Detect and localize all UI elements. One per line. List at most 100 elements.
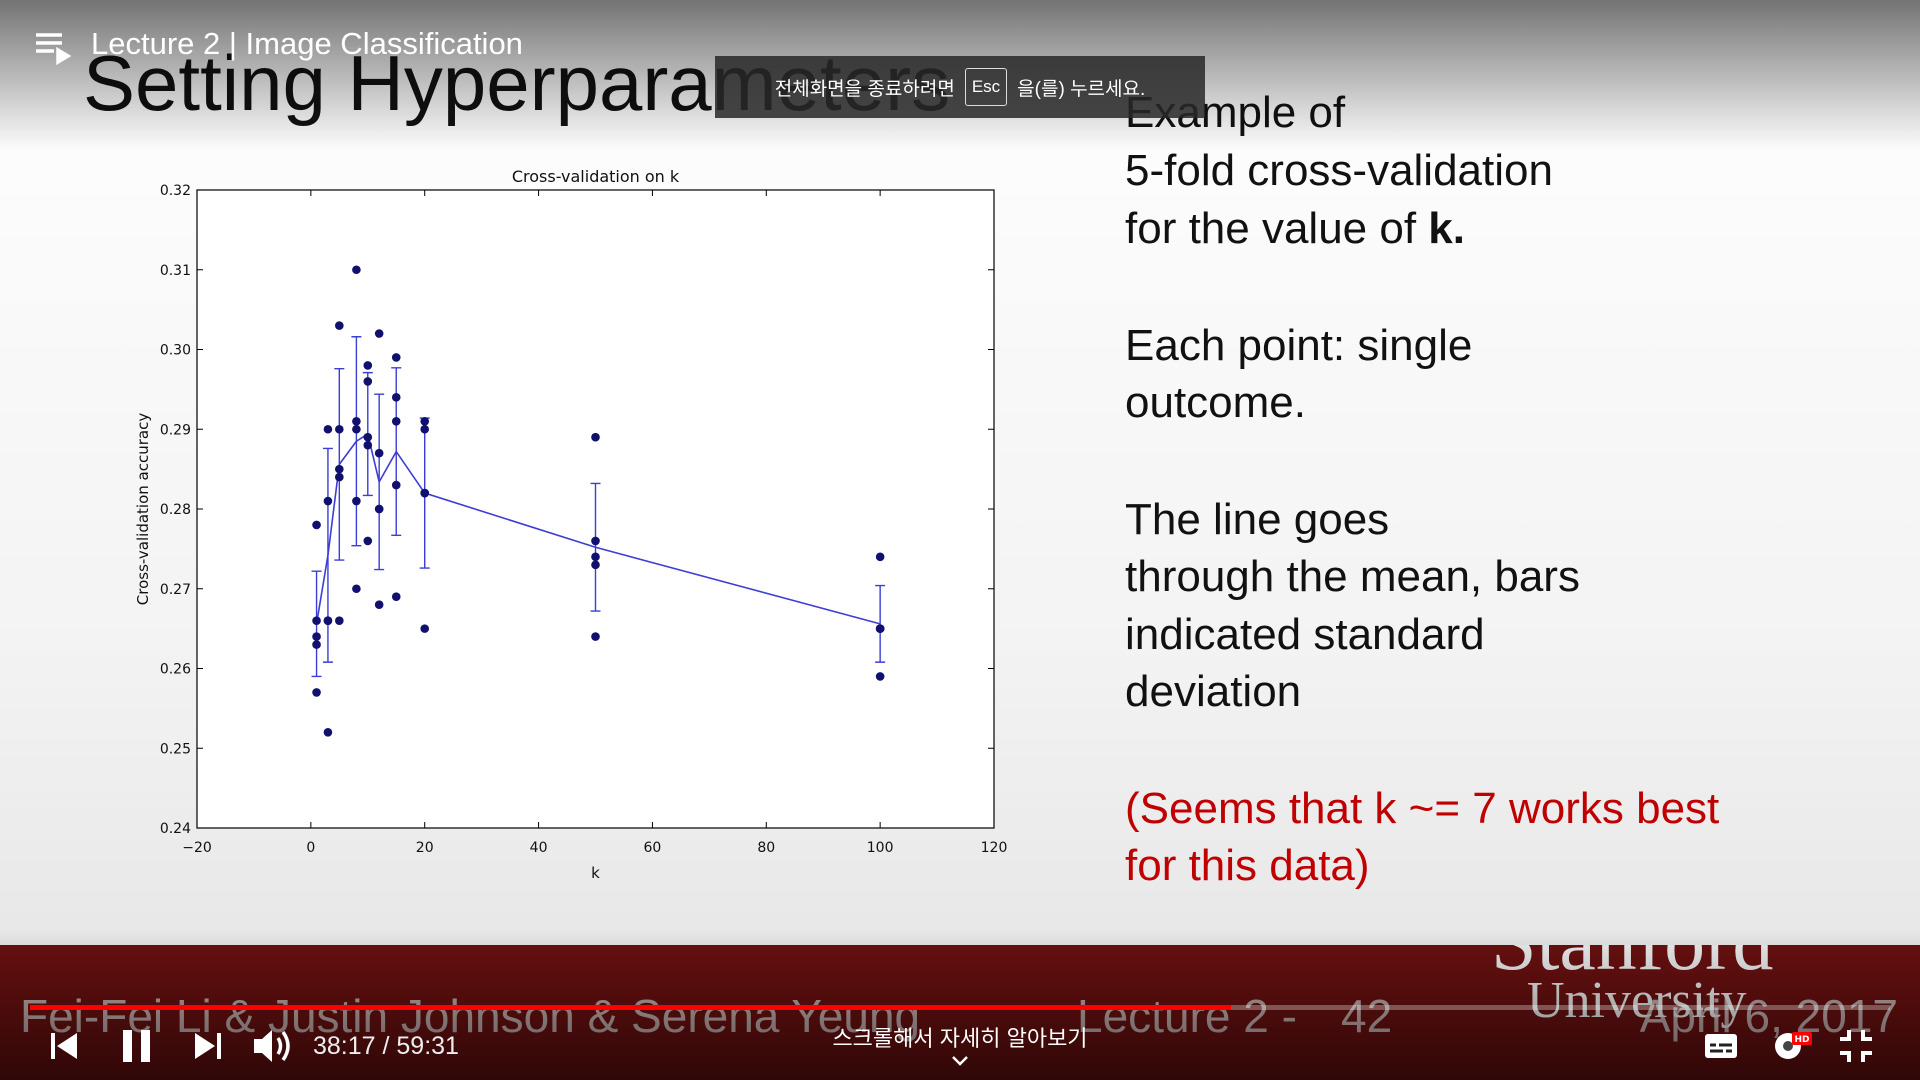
fold-point [335,472,344,482]
y-tick-label: 0.26 [160,662,191,678]
fold-point [312,688,321,697]
fold-point [312,520,321,530]
fold-point [374,504,384,514]
fold-point [391,592,401,602]
slide-text: for the value of [1125,204,1429,253]
slide-text: outcome. [1125,378,1306,427]
x-tick-label: 80 [757,840,775,856]
next-button[interactable] [192,1030,222,1062]
fold-point [875,552,885,562]
mean-line [315,432,881,625]
error-bar [374,393,385,571]
slide-note: for this data) [1125,841,1370,890]
fold-point [323,424,333,434]
fold-point [323,728,333,737]
slide-text: deviation [1125,667,1302,716]
fold-point [875,672,885,681]
fold-point [875,624,885,633]
slide-note: (Seems that k ~= 7 works best [1125,784,1720,833]
fold-point [363,440,373,450]
fold-point [335,321,344,330]
x-tick-label: 120 [981,840,1008,856]
y-tick-label: 0.27 [160,582,191,598]
toast-key: Esc [964,68,1008,106]
fold-point [323,496,333,506]
slide-text: through the mean, bars [1125,552,1580,601]
error-bar [351,336,362,547]
y-tick-label: 0.30 [160,343,191,359]
fold-point [335,616,344,625]
fold-point [591,560,600,570]
slide-text: for the value of k. [1125,204,1465,254]
fold-point [391,480,401,490]
error-bar [334,367,345,561]
scroll-hint[interactable]: 스크롤해서 자세히 알아보기 [832,1026,1088,1051]
svg-text:HD: HD [1794,1035,1809,1045]
x-tick-label: 60 [644,840,662,856]
fold-point [420,416,430,426]
slide-text: The line goes [1125,495,1390,544]
time-display: 38:17 / 59:31 [313,1032,459,1060]
fold-point [591,536,600,546]
fold-point [312,632,321,641]
chevron-icon[interactable] [950,1054,970,1068]
fold-point [391,393,401,402]
y-tick-label: 0.25 [160,741,191,757]
fold-point [374,329,384,338]
error-bar [590,482,601,612]
slide-text: Each point: single [1125,321,1473,370]
fold-point [312,640,321,649]
slide-text: indicated standard [1125,610,1485,659]
fold-point [352,424,361,434]
toast-text: 을(를) 누르세요. [1017,78,1146,100]
progress-played [30,1005,1231,1010]
video-title[interactable]: Lecture 2 | Image Classification [91,26,523,61]
playlist-icon[interactable] [34,30,74,66]
previous-button[interactable] [50,1030,80,1062]
fold-point [352,265,361,275]
fold-point [591,632,600,641]
pause-button[interactable] [120,1028,154,1064]
fold-point [335,424,344,434]
y-tick-label: 0.31 [160,263,191,279]
error-bar [875,584,886,663]
x-tick-label: 20 [416,840,434,856]
fold-point [363,536,373,546]
x-axis-label: k [591,864,600,882]
fold-point [420,424,430,434]
fold-point [352,584,361,594]
fold-point [323,616,333,625]
y-tick-label: 0.28 [160,502,191,518]
fold-point [374,448,384,458]
slide-text: 5-fold cross-validation [1125,146,1553,195]
settings-button[interactable]: HD [1770,1026,1814,1066]
fold-point [391,353,401,362]
fold-point [363,377,373,386]
y-tick-label: 0.29 [160,422,191,438]
x-tick-label: −20 [182,840,212,856]
fold-point [363,432,373,442]
fold-point [591,432,600,442]
x-tick-label: 100 [867,840,894,856]
error-bar [322,447,333,663]
x-tick-label: 0 [306,840,315,856]
fold-point [335,464,344,474]
subtitles-button[interactable] [1703,1030,1739,1062]
y-axis-label: Cross-validation accuracy [134,413,152,606]
fold-point [352,496,361,506]
volume-button[interactable] [252,1026,294,1066]
slide-text-bold: k. [1428,204,1465,253]
chart-title: Cross-validation on k [512,167,680,186]
fold-point [420,488,430,498]
fold-point [363,361,373,370]
y-tick-label: 0.24 [160,821,191,837]
fold-point [591,552,600,562]
fold-point [374,600,384,609]
toast-text: 전체화면을 종료하려면 [774,78,955,100]
fold-point [312,616,321,625]
fold-point [352,416,361,426]
fold-point [420,624,430,633]
fold-point [391,416,401,426]
exit-fullscreen-button[interactable] [1838,1028,1874,1064]
